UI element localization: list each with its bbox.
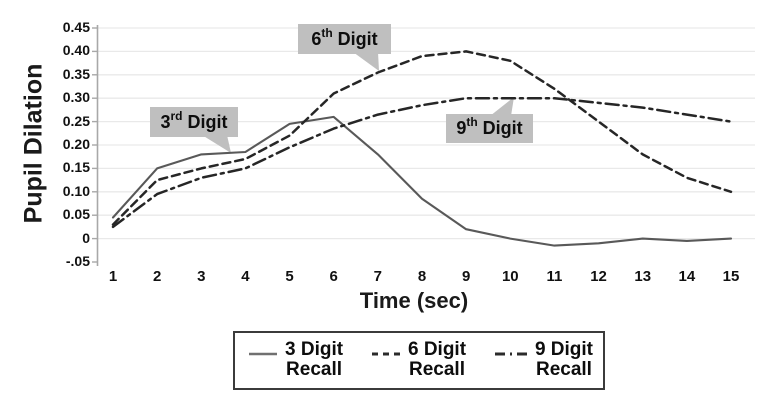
x-tick-label: 7: [373, 268, 383, 285]
annotation-word: Digit: [482, 118, 523, 138]
solid-line-swatch-icon: [249, 352, 277, 356]
x-tick-label: 2: [152, 268, 162, 285]
legend-item-6-digit-recall: 6 Digit Recall: [371, 340, 466, 380]
x-axis-title: Time (sec): [359, 288, 469, 313]
y-tick-label: 0.20: [62, 136, 90, 152]
annotation-9th-digit-pointer: [490, 97, 514, 116]
x-tick-label: 13: [634, 268, 652, 285]
y-tick-label: -.05: [65, 253, 90, 269]
annotation-3rd-digit: 3rd Digit: [150, 107, 238, 137]
legend: 3 Digit Recall 6 Digit Recall 9 Digit Re…: [233, 331, 605, 390]
x-tick-label: 11: [546, 268, 563, 285]
annotation-ordinal-suffix: th: [321, 26, 333, 40]
annotation-ordinal-suffix: rd: [170, 109, 183, 123]
annotation-ordinal-suffix: th: [466, 115, 478, 129]
annotation-word: Digit: [187, 112, 228, 132]
annotation-number: 9: [456, 118, 467, 138]
legend-label-line1: 6 Digit: [407, 339, 467, 360]
annotation-3rd-digit-pointer: [202, 135, 231, 153]
legend-label-line2: Recall: [286, 359, 343, 380]
series-line-3-digit-recall: [111, 115, 733, 247]
annotation-number: 6: [311, 29, 322, 49]
x-tick-label: 14: [678, 268, 696, 285]
x-tick-label: 5: [285, 268, 294, 285]
legend-label-line2: Recall: [409, 359, 465, 380]
x-tick-label: 15: [722, 268, 740, 285]
y-tick-label: 0.05: [62, 206, 90, 223]
legend-label: 6 Digit Recall: [408, 340, 466, 380]
x-tick-label: 6: [329, 268, 338, 285]
series-line-9-digit-recall: [111, 96, 733, 229]
y-tick-label: 0.15: [62, 159, 90, 176]
legend-label: 9 Digit Recall: [535, 340, 593, 380]
x-tick-label: 1: [108, 268, 118, 285]
dash-dot-line-swatch-icon: [494, 352, 527, 356]
y-tick-label: 0.40: [62, 42, 90, 59]
y-tick-label: 0.25: [62, 112, 90, 129]
legend-label-line1: 3 Digit: [285, 339, 344, 360]
y-tick-label: 0.35: [62, 65, 90, 82]
x-tick-label: 10: [501, 268, 519, 285]
x-tick-label: 8: [417, 268, 427, 285]
annotation-word: Digit: [337, 29, 378, 49]
annotation-6th-digit-pointer: [353, 52, 379, 71]
legend-item-9-digit-recall: 9 Digit Recall: [494, 340, 593, 380]
legend-label: 3 Digit Recall: [285, 340, 343, 380]
dashed-line-swatch-icon: [371, 352, 400, 356]
x-tick-label: 3: [197, 268, 206, 285]
series-line-6-digit-recall: [111, 50, 733, 226]
legend-item-3-digit-recall: 3 Digit Recall: [248, 340, 343, 380]
legend-label-line1: 9 Digit: [534, 339, 593, 360]
x-tick-label: 12: [590, 268, 607, 285]
x-tick-label: 4: [241, 268, 250, 285]
y-tick-label: 0: [82, 229, 90, 246]
annotation-number: 3: [160, 112, 171, 132]
annotation-9th-digit: 9th Digit: [446, 114, 533, 143]
y-tick-label: 0.30: [62, 89, 90, 106]
annotation-6th-digit: 6th Digit: [298, 24, 391, 54]
y-tick-label: 0.10: [62, 182, 90, 199]
legend-label-line2: Recall: [535, 359, 592, 380]
y-tick-label: 0.45: [62, 19, 90, 35]
x-tick-label: 9: [461, 268, 471, 285]
